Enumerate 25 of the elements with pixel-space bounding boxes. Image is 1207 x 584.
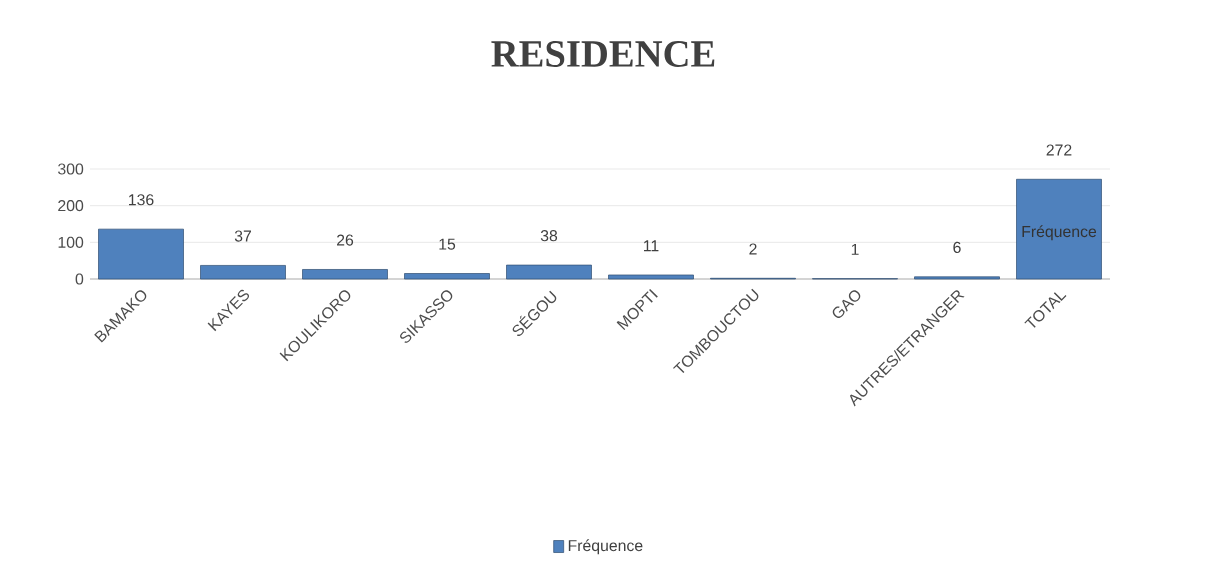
bar	[302, 269, 388, 280]
bar	[404, 273, 490, 280]
chart-title: RESIDENCE	[491, 41, 715, 67]
data-label: 272	[1046, 144, 1072, 156]
bar	[1016, 178, 1102, 280]
y-tick-label: 300	[58, 163, 84, 175]
bar	[608, 274, 694, 280]
data-label: 37	[234, 230, 251, 242]
y-tick-label: 100	[58, 236, 84, 248]
legend-label: Fréquence	[568, 539, 643, 555]
data-label: 38	[540, 230, 558, 242]
data-label: 2	[749, 243, 757, 255]
annotation: Fréquence	[1022, 225, 1097, 241]
y-tick-label: 200	[58, 200, 84, 212]
bar	[914, 276, 1000, 280]
data-label: 6	[953, 241, 961, 254]
data-label: 1	[851, 243, 859, 255]
bar	[98, 228, 184, 280]
bar	[506, 264, 592, 280]
data-label: 15	[439, 238, 456, 250]
data-label: 26	[337, 234, 354, 246]
data-label: 11	[644, 240, 659, 252]
bar	[200, 265, 286, 280]
data-label: 136	[129, 194, 154, 206]
y-tick-label: 0	[75, 273, 84, 285]
